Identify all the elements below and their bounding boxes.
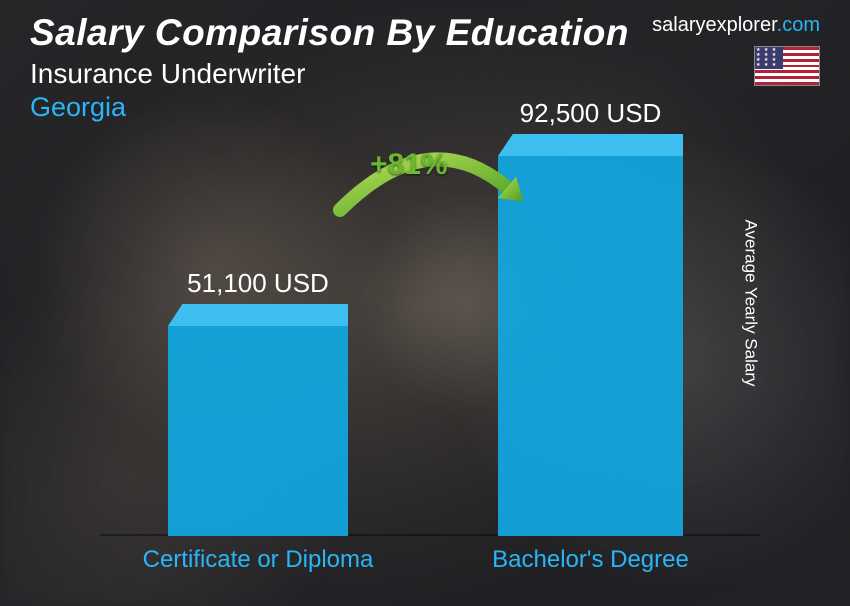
y-axis-label: Average Yearly Salary — [741, 220, 761, 387]
percent-increase-badge: +81% — [370, 148, 448, 182]
location-label: Georgia — [30, 92, 820, 123]
brand-name-suffix: .com — [777, 14, 820, 36]
brand-watermark: salaryexplorer.com — [652, 14, 820, 37]
brand-name-prefix: salaryexplorer — [652, 14, 777, 36]
us-flag-icon: ★ ★ ★★ ★ ★★ ★ ★★ ★ ★ — [754, 46, 820, 86]
percent-text: +81% — [370, 148, 448, 181]
job-title: Insurance Underwriter — [30, 58, 820, 90]
